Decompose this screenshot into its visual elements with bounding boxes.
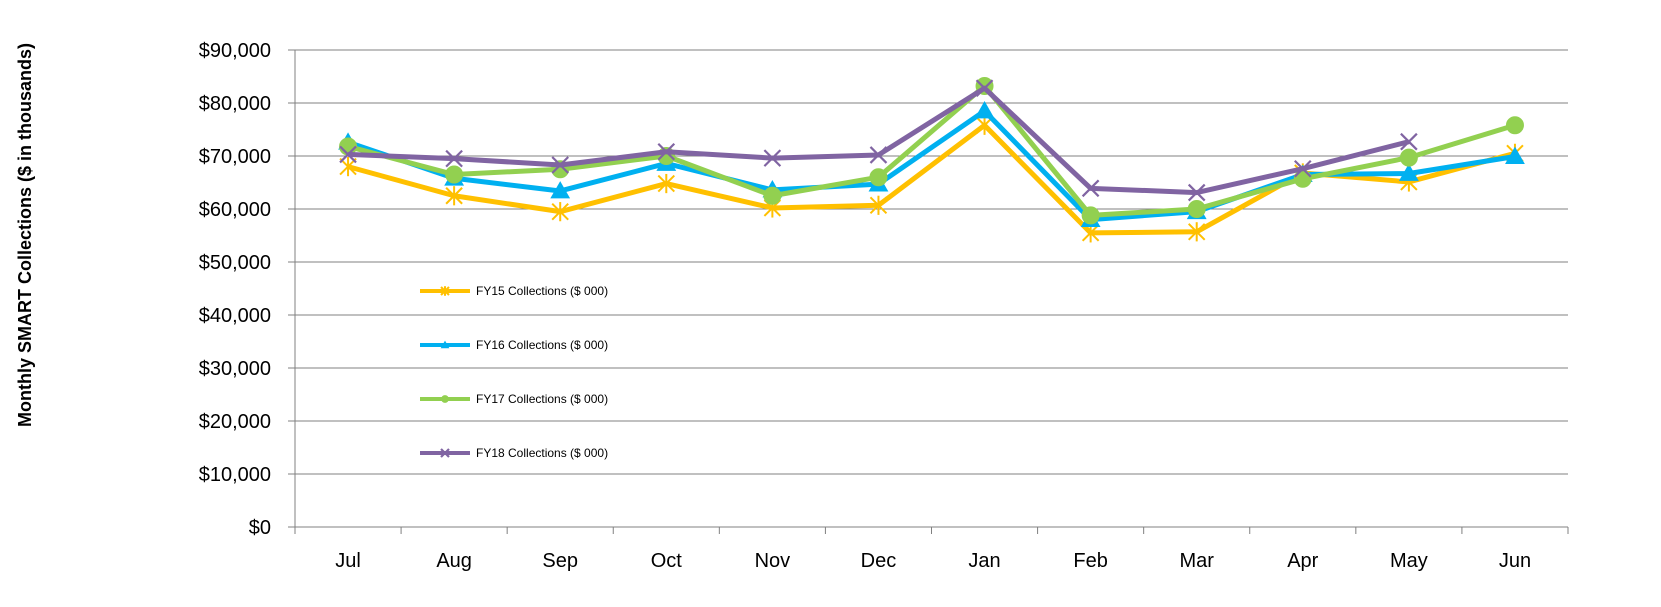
data-point (763, 186, 782, 205)
x-tick-label: Jan (968, 550, 1000, 572)
data-point (445, 149, 463, 168)
data-point (975, 79, 994, 97)
legend-label: FY18 Collections ($ 000) (476, 446, 608, 460)
y-tick-label: $20,000 (199, 411, 271, 433)
y-tick-label: $0 (249, 517, 271, 539)
data-point (1081, 206, 1100, 225)
x-tick-label: Mar (1179, 550, 1214, 572)
legend-label: FY16 Collections ($ 000) (476, 338, 608, 352)
data-point (869, 195, 888, 215)
legend-item: FY18 Collections ($ 000) (420, 446, 608, 460)
series-4 (339, 79, 1418, 202)
data-point (445, 186, 463, 206)
x-tick-label: Aug (436, 550, 472, 572)
data-point (339, 145, 357, 164)
data-point (440, 448, 450, 458)
data-point (1294, 159, 1312, 178)
data-point (869, 146, 888, 164)
x-tick-label: Jul (335, 550, 361, 572)
data-point (551, 202, 569, 222)
data-point (657, 142, 676, 161)
data-point (441, 395, 449, 403)
data-point (1081, 179, 1100, 198)
series-line (347, 122, 1516, 236)
legend-item: FY15 Collections ($ 000) (420, 284, 608, 298)
x-tick-label: Oct (651, 550, 683, 572)
series-layer (338, 77, 1525, 243)
data-point (551, 156, 569, 174)
data-point (1187, 200, 1206, 218)
data-point (869, 168, 888, 187)
legend-item: FY17 Collections ($ 000) (420, 392, 608, 406)
x-tick-label: May (1390, 550, 1428, 572)
y-tick-label: $50,000 (199, 252, 271, 274)
y-axis-ticks: $0 $10,000 $20,000 $30,000 $40,000 $50,000 $60… (199, 40, 296, 539)
y-tick-label: $10,000 (199, 464, 271, 486)
y-tick-label: $80,000 (199, 93, 271, 115)
legend-label: FY15 Collections ($ 000) (476, 284, 608, 298)
data-point (974, 101, 995, 119)
y-axis-label: Monthly SMART Collections ($ in thousand… (15, 43, 35, 427)
data-point (1399, 148, 1418, 167)
x-tick-label: Apr (1287, 550, 1318, 572)
x-tick-label: Dec (861, 550, 897, 572)
x-tick-label: Sep (542, 550, 578, 572)
data-point (440, 340, 450, 349)
y-tick-label: $90,000 (199, 40, 271, 62)
y-tick-label: $70,000 (199, 146, 271, 168)
data-point (1400, 132, 1418, 151)
x-tick-label: Nov (755, 550, 791, 572)
y-tick-label: $30,000 (199, 358, 271, 380)
data-point (445, 165, 464, 184)
data-point (1398, 163, 1419, 181)
data-point (657, 173, 675, 194)
data-point (550, 181, 571, 199)
data-point (763, 149, 782, 167)
legend-item: FY16 Collections ($ 000) (420, 338, 608, 352)
data-point (1505, 146, 1525, 164)
series-3 (339, 77, 1524, 225)
data-point (1188, 222, 1206, 242)
y-tick-label: $40,000 (199, 305, 271, 327)
x-axis: Jul Aug Sep Oct Nov Dec Jan Feb Mar Apr May Jun (294, 526, 1569, 572)
data-point (1293, 169, 1312, 188)
data-point (440, 286, 450, 296)
legend: FY15 Collections ($ 000) FY16 Collections… (420, 284, 608, 460)
series-line (347, 83, 1516, 218)
data-point (1505, 116, 1524, 135)
legend-label: FY17 Collections ($ 000) (476, 392, 608, 406)
data-point (1187, 183, 1206, 202)
y-tick-label: $60,000 (199, 199, 271, 221)
grid-lines (295, 49, 1568, 475)
x-tick-label: Jun (1499, 550, 1531, 572)
x-tick-label: Feb (1073, 550, 1107, 572)
